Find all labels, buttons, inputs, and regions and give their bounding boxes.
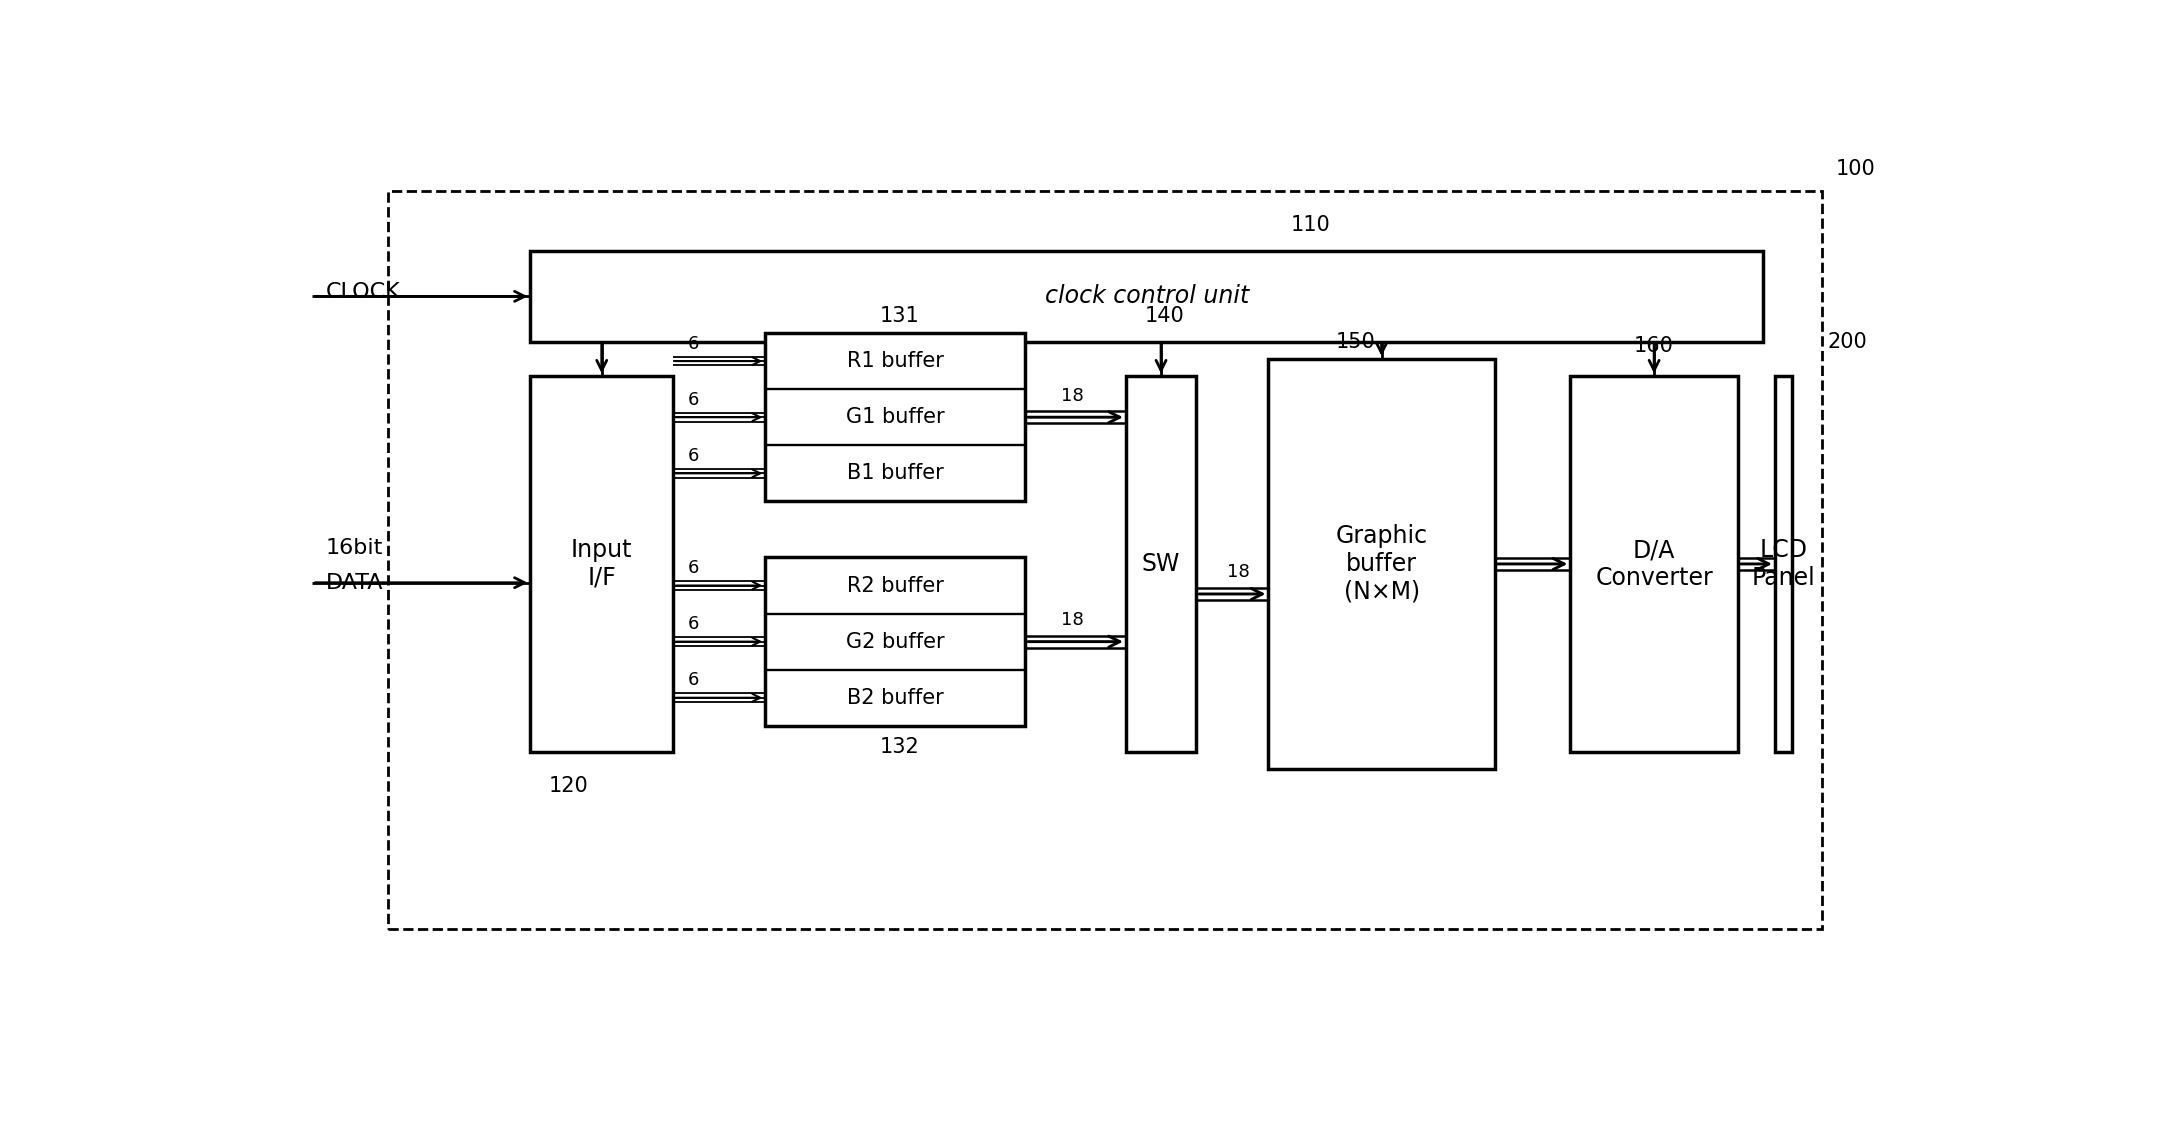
Bar [1571,377,1738,752]
Bar [1268,359,1495,769]
Text: 132: 132 [879,738,920,758]
Text: R1 buffer: R1 buffer [846,351,944,371]
Bar [387,191,1822,928]
Text: 6: 6 [688,447,699,465]
Bar [1774,377,1792,752]
Text: B2 buffer: B2 buffer [846,688,944,707]
Text: 6: 6 [688,391,699,409]
Text: SW: SW [1143,552,1179,576]
Text: DATA: DATA [327,573,383,593]
Text: 150: 150 [1335,332,1376,352]
Bar [530,251,1764,342]
Text: LCD
Panel: LCD Panel [1751,538,1816,590]
Text: 16bit: 16bit [327,538,383,558]
Bar [1125,377,1197,752]
Text: CLOCK: CLOCK [327,282,400,302]
Text: 6: 6 [688,559,699,577]
Text: 160: 160 [1634,336,1675,356]
Text: clock control unit: clock control unit [1045,285,1249,308]
Text: R2 buffer: R2 buffer [846,575,944,595]
Text: 110: 110 [1290,215,1331,235]
Text: 200: 200 [1826,332,1868,352]
Text: Graphic
buffer
(N×M): Graphic buffer (N×M) [1335,525,1428,604]
Text: Input
I/F: Input I/F [571,538,632,590]
Text: 18: 18 [1060,611,1084,629]
Bar [530,377,673,752]
Text: B1 buffer: B1 buffer [846,463,944,483]
Text: G1 buffer: G1 buffer [846,407,944,427]
Text: 18: 18 [1060,387,1084,405]
Text: 6: 6 [688,335,699,353]
Text: 18: 18 [1227,564,1249,582]
Text: D/A
Converter: D/A Converter [1595,538,1714,590]
Text: 131: 131 [879,306,920,326]
Text: 6: 6 [688,615,699,633]
Text: G2 buffer: G2 buffer [846,631,944,651]
Text: 120: 120 [550,776,589,796]
Text: 100: 100 [1835,159,1876,179]
Text: 6: 6 [688,671,699,689]
Bar [766,557,1026,725]
Bar [766,333,1026,501]
Text: 140: 140 [1145,306,1184,326]
